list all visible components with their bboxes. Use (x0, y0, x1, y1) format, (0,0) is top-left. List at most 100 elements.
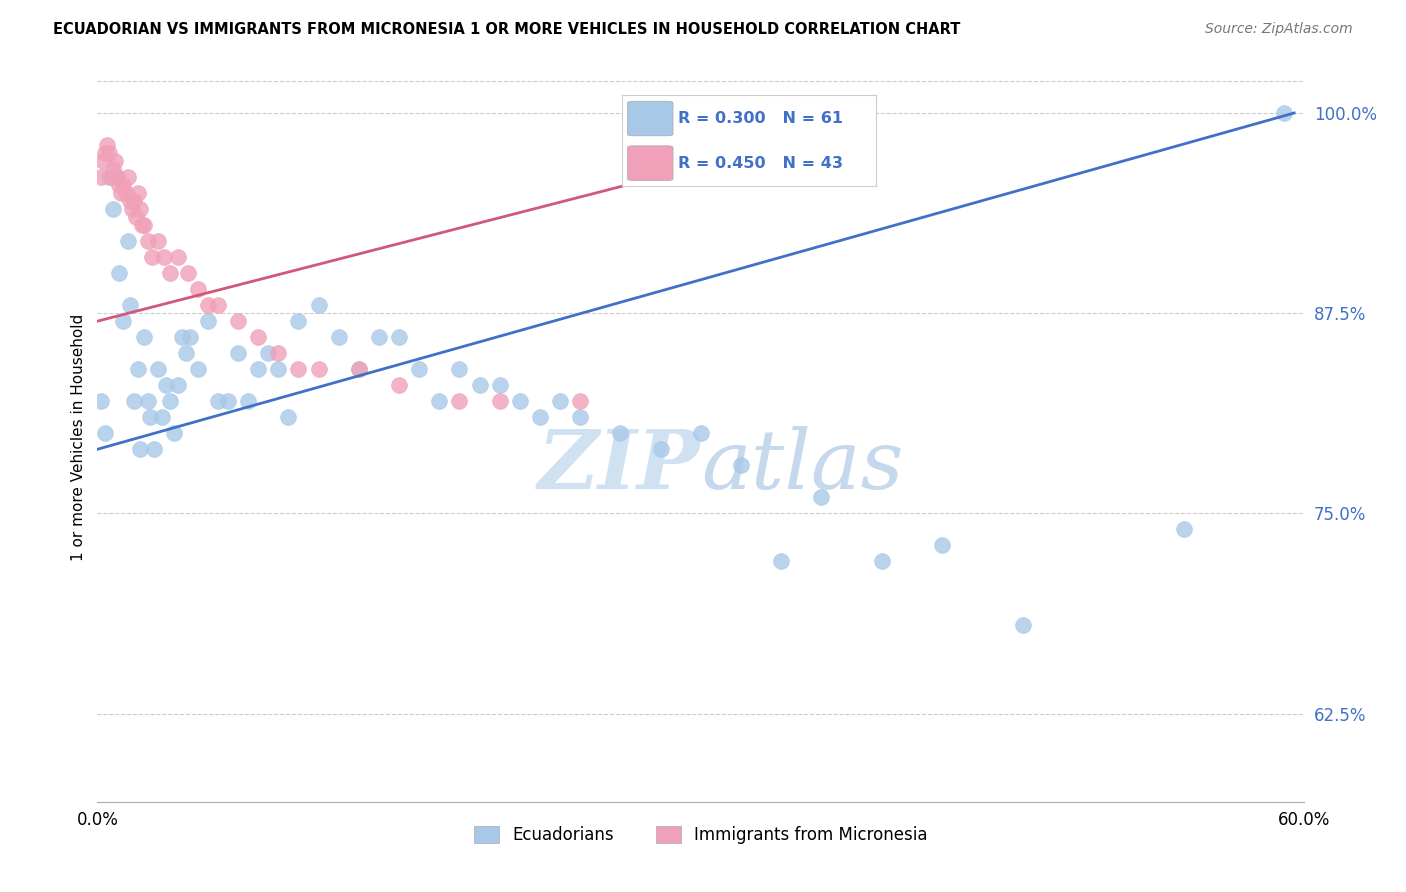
Point (127, 186, 149, 200)
Legend: Ecuadorians, Immigrants from Micronesia: Ecuadorians, Immigrants from Micronesia (474, 826, 928, 844)
Point (146, 362, 169, 376)
Point (94, 426, 117, 441)
Point (197, 298, 219, 312)
Point (142, 442, 165, 457)
Point (217, 394, 239, 409)
Point (689, 426, 711, 441)
Point (609, 426, 631, 441)
Point (388, 330, 411, 344)
Point (112, 314, 135, 328)
Point (107, 170, 129, 185)
Point (152, 250, 174, 264)
Point (166, 250, 188, 264)
Point (509, 394, 531, 409)
Point (257, 346, 280, 360)
Point (287, 362, 309, 376)
Point (197, 314, 219, 328)
Point (110, 186, 132, 200)
Point (238, 394, 260, 409)
Point (388, 378, 411, 392)
Point (810, 491, 832, 505)
Point (107, 170, 129, 185)
Point (112, 178, 135, 192)
Point (247, 362, 270, 376)
Point (177, 266, 200, 280)
Point (170, 330, 193, 344)
Point (328, 330, 350, 344)
Point (136, 394, 159, 409)
Point (449, 394, 471, 409)
Point (127, 362, 149, 376)
Point (150, 410, 173, 425)
Point (122, 194, 145, 208)
Point (108, 178, 131, 192)
Point (166, 378, 188, 392)
Point (187, 282, 209, 296)
Point (287, 314, 309, 328)
Point (931, 538, 953, 552)
Point (159, 266, 181, 280)
Point (94, 146, 117, 161)
Point (548, 394, 571, 409)
Point (730, 458, 752, 473)
Point (98, 170, 121, 185)
Point (128, 202, 150, 216)
Point (408, 362, 430, 376)
Point (267, 362, 290, 376)
Point (132, 330, 155, 344)
Point (347, 362, 370, 376)
Point (347, 362, 370, 376)
Point (226, 346, 249, 360)
Point (226, 314, 249, 328)
Point (277, 410, 299, 425)
Point (870, 554, 893, 568)
Point (118, 194, 141, 208)
Point (308, 362, 330, 376)
Point (488, 394, 510, 409)
Point (267, 346, 290, 360)
Point (427, 394, 450, 409)
Point (104, 154, 127, 169)
Text: ZIP: ZIP (538, 426, 700, 507)
Point (159, 394, 181, 409)
Point (93, 154, 115, 169)
Point (1011, 618, 1033, 632)
Point (247, 330, 270, 344)
Point (121, 202, 143, 216)
Point (207, 298, 229, 312)
Point (770, 554, 793, 568)
Point (118, 298, 141, 312)
Point (488, 378, 510, 392)
Point (569, 394, 592, 409)
Point (96, 138, 118, 153)
Point (163, 426, 186, 441)
Point (308, 298, 330, 312)
Point (124, 210, 146, 224)
Point (100, 170, 122, 185)
Point (1173, 522, 1195, 536)
Point (90, 394, 112, 409)
Point (103, 202, 125, 216)
Text: atlas: atlas (700, 426, 903, 507)
Point (90, 170, 112, 185)
Point (122, 394, 145, 409)
Point (650, 442, 672, 457)
Point (569, 410, 592, 425)
Point (207, 394, 229, 409)
Text: ECUADORIAN VS IMMIGRANTS FROM MICRONESIA 1 OR MORE VEHICLES IN HOUSEHOLD CORRELA: ECUADORIAN VS IMMIGRANTS FROM MICRONESIA… (53, 22, 960, 37)
Point (117, 234, 139, 248)
Text: Source: ZipAtlas.com: Source: ZipAtlas.com (1205, 22, 1353, 37)
Point (141, 250, 163, 264)
Point (449, 362, 471, 376)
Point (1272, 106, 1295, 120)
Y-axis label: 1 or more Vehicles in Household: 1 or more Vehicles in Household (72, 314, 86, 561)
Point (103, 162, 125, 177)
Point (155, 378, 177, 392)
Point (114, 186, 136, 200)
Point (128, 442, 150, 457)
Point (138, 410, 160, 425)
Point (174, 346, 197, 360)
Point (187, 362, 209, 376)
Point (132, 218, 155, 232)
Point (529, 410, 551, 425)
